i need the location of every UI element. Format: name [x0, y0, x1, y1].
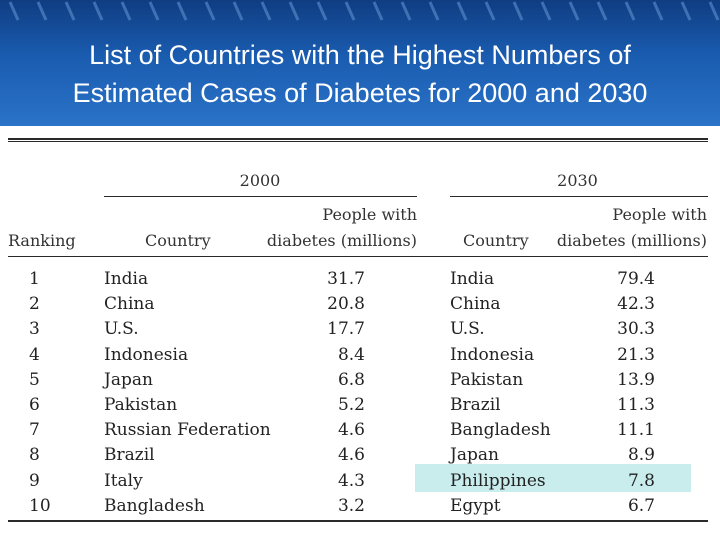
people-2030-cell: 6.7	[627, 495, 655, 516]
rank-cell: 7	[29, 420, 40, 441]
people-2000-cell: 17.7	[327, 319, 365, 340]
country-2030-cell: U.S.	[450, 319, 485, 340]
country-2000-cell: Russian Federation	[104, 420, 271, 441]
people-2000-cell: 3.2	[337, 495, 365, 516]
country-2030-cell: Bangladesh	[450, 420, 551, 441]
decorative-stripe	[512, 1, 524, 21]
rank-cell: 3	[29, 319, 40, 340]
year-2000-header: 2000	[239, 171, 281, 190]
people-2030-cell: 13.9	[617, 369, 655, 390]
people-2030-cell: 8.9	[627, 445, 655, 466]
year-2030-rule	[450, 196, 708, 197]
people-2030-cell: 7.8	[627, 470, 655, 491]
country-2030-cell: Philippines	[450, 470, 546, 491]
decorative-stripe	[36, 1, 48, 21]
slide-title: List of Countries with the Highest Numbe…	[0, 36, 720, 112]
table-top-rule	[8, 138, 708, 140]
country-2000-cell: China	[104, 294, 155, 315]
people-2000-cell: 4.6	[337, 420, 365, 441]
decorative-stripe	[288, 1, 300, 21]
decorative-stripes	[8, 1, 720, 21]
people-2000-cell: 5.2	[337, 395, 365, 415]
title-line-1: List of Countries with the Highest Numbe…	[89, 40, 631, 70]
country-2000-cell: India	[104, 269, 149, 289]
decorative-stripe	[232, 1, 244, 21]
title-banner: List of Countries with the Highest Numbe…	[0, 0, 720, 126]
rank-cell: 8	[29, 445, 40, 466]
decorative-stripe	[372, 1, 384, 21]
people-2000-header-line1: People with	[322, 205, 417, 224]
year-2030-header: 2030	[557, 171, 598, 190]
country-2000-cell: U.S.	[104, 319, 139, 340]
country-2030-cell: Pakistan	[450, 369, 524, 390]
decorative-stripe	[260, 1, 272, 21]
rank-cell: 1	[29, 269, 40, 289]
people-2000-header-line2: diabetes (millions)	[266, 231, 417, 250]
year-2000-rule	[104, 196, 417, 197]
people-2030-cell: 30.3	[617, 319, 655, 340]
decorative-stripe	[64, 1, 76, 21]
people-2030-cell: 11.1	[617, 420, 655, 441]
people-2030-header-line1: People with	[612, 205, 707, 224]
rank-cell: 10	[29, 495, 51, 516]
diabetes-table: 2000 2030 Ranking Country People with di…	[0, 126, 720, 540]
decorative-stripe	[596, 1, 608, 21]
people-2030-cell: 11.3	[617, 395, 655, 415]
people-2000-cell: 31.7	[327, 269, 365, 289]
decorative-stripe	[428, 1, 440, 21]
country-2000-column-header: Country	[145, 231, 211, 250]
people-2030-cell: 79.4	[617, 269, 655, 289]
people-2000-cell: 4.6	[337, 445, 365, 466]
country-2000-cell: Brazil	[104, 445, 155, 466]
country-2030-cell: Japan	[450, 445, 499, 466]
people-2000-cell: 20.8	[327, 294, 365, 315]
ranking-column-header: Ranking	[8, 231, 76, 250]
title-line-2: Estimated Cases of Diabetes for 2000 and…	[72, 78, 648, 108]
rank-cell: 5	[29, 369, 40, 390]
rank-cell: 9	[29, 470, 40, 491]
country-2030-cell: Brazil	[450, 395, 501, 415]
row-highlight-philippines	[415, 464, 691, 492]
people-2030-header-line2: diabetes (millions)	[556, 231, 707, 250]
country-2000-cell: Indonesia	[104, 344, 189, 365]
rank-cell: 2	[29, 294, 40, 315]
country-2030-cell: India	[450, 269, 495, 289]
decorative-stripe	[92, 1, 104, 21]
decorative-stripe	[540, 1, 552, 21]
country-2030-cell: China	[450, 294, 501, 315]
people-2030-cell: 42.3	[617, 294, 655, 315]
country-2000-cell: Italy	[104, 470, 143, 491]
decorative-stripe	[176, 1, 188, 21]
decorative-stripe	[624, 1, 636, 21]
country-2030-cell: Indonesia	[450, 344, 535, 365]
people-2000-cell: 8.4	[337, 344, 365, 365]
decorative-stripe	[708, 1, 720, 21]
decorative-stripe	[484, 1, 496, 21]
table-bottom-rule	[8, 520, 708, 522]
country-2030-column-header: Country	[463, 231, 529, 250]
rank-cell: 6	[29, 395, 40, 415]
decorative-stripe	[120, 1, 132, 21]
country-2000-cell: Japan	[104, 369, 153, 390]
decorative-stripe	[344, 1, 356, 21]
decorative-stripe	[456, 1, 468, 21]
country-2030-cell: Egypt	[450, 495, 501, 516]
decorative-stripe	[568, 1, 580, 21]
decorative-stripe	[8, 1, 20, 21]
rank-cell: 4	[29, 344, 40, 365]
decorative-stripe	[400, 1, 412, 21]
people-2000-cell: 4.3	[337, 470, 365, 491]
country-2000-cell: Bangladesh	[104, 495, 205, 516]
decorative-stripe	[204, 1, 216, 21]
country-2000-cell: Pakistan	[104, 395, 178, 415]
decorative-stripe	[652, 1, 664, 21]
header-bottom-rule	[8, 256, 708, 257]
decorative-stripe	[316, 1, 328, 21]
people-2030-cell: 21.3	[617, 344, 655, 365]
decorative-stripe	[148, 1, 160, 21]
decorative-stripe	[680, 1, 692, 21]
table-top-rule-2	[8, 141, 708, 142]
people-2000-cell: 6.8	[337, 369, 365, 390]
